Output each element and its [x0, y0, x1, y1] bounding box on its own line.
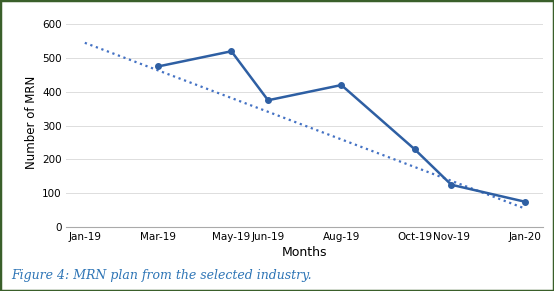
Y-axis label: Number of MRN: Number of MRN	[25, 76, 38, 169]
X-axis label: Months: Months	[282, 246, 327, 259]
Text: Figure 4: MRN plan from the selected industry.: Figure 4: MRN plan from the selected ind…	[11, 269, 312, 282]
